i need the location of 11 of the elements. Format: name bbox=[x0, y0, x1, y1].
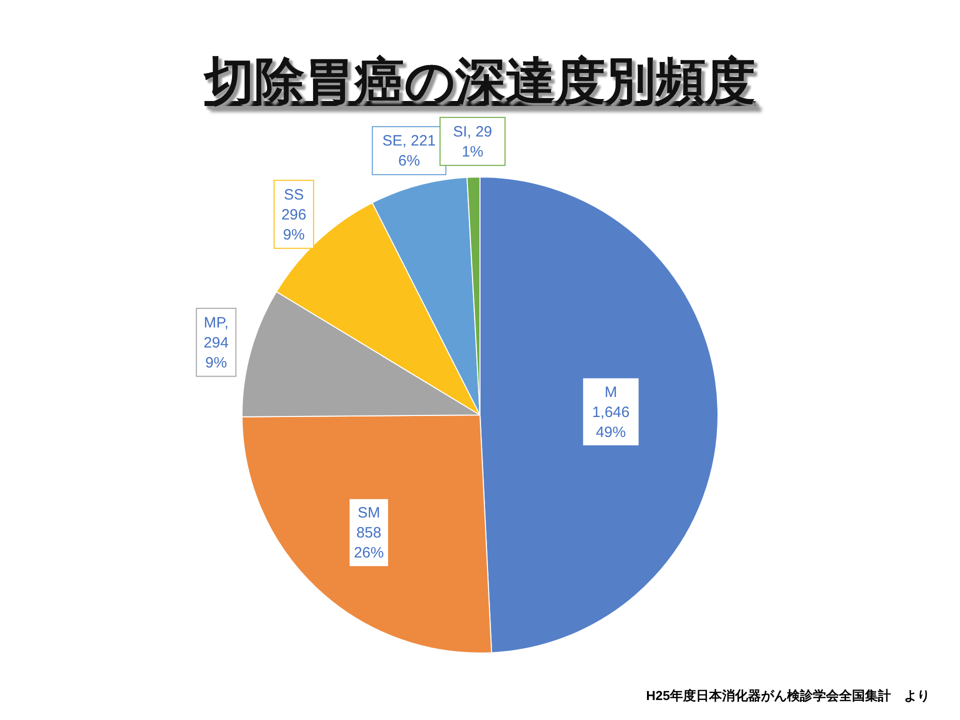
data-label: 1,646 49% bbox=[592, 404, 630, 441]
slice-label: M bbox=[604, 384, 618, 401]
slice-label: SS bbox=[284, 186, 304, 204]
chart-title: 切除胃癌の深達度別頻度 bbox=[202, 53, 756, 109]
data-label: 858 26% bbox=[354, 524, 384, 562]
slice-label: SI, 29 1% bbox=[452, 123, 492, 160]
text: H25年度日本消化器がん検診学会全国集計 より bbox=[646, 688, 930, 703]
data-label: 296 9% bbox=[281, 206, 306, 244]
slice-label: MP, 294 9% bbox=[204, 314, 229, 372]
slice-label: SM bbox=[358, 504, 380, 522]
slice-label: SE, 221 6% bbox=[382, 132, 436, 170]
